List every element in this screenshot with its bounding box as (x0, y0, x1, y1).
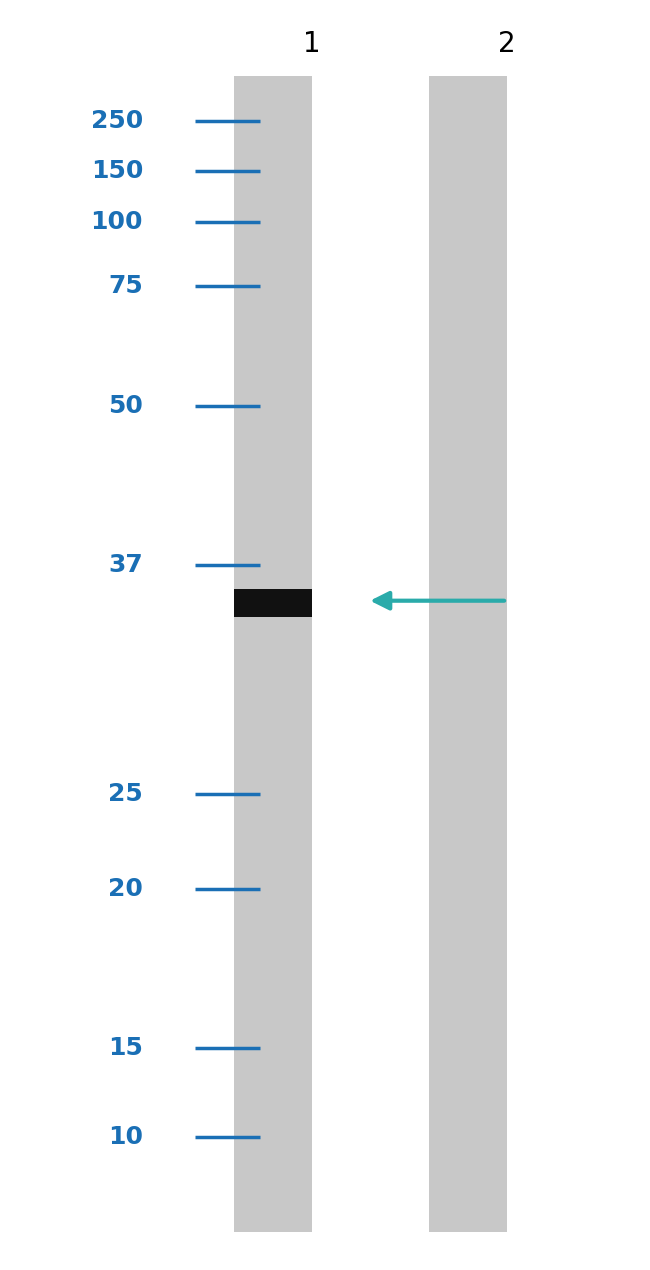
Bar (429, 76, 507, 1232)
Bar (234, 589, 312, 617)
Text: 20: 20 (108, 878, 143, 900)
Bar (234, 76, 312, 1232)
Text: 100: 100 (90, 211, 143, 234)
Text: 2: 2 (498, 30, 516, 58)
Text: 10: 10 (108, 1125, 143, 1148)
Text: 15: 15 (108, 1036, 143, 1059)
Text: 75: 75 (109, 274, 143, 297)
Text: 150: 150 (90, 160, 143, 183)
Text: 1: 1 (303, 30, 321, 58)
Text: 50: 50 (108, 395, 143, 418)
Text: 25: 25 (109, 782, 143, 805)
Text: 250: 250 (91, 109, 143, 132)
Text: 37: 37 (109, 554, 143, 577)
